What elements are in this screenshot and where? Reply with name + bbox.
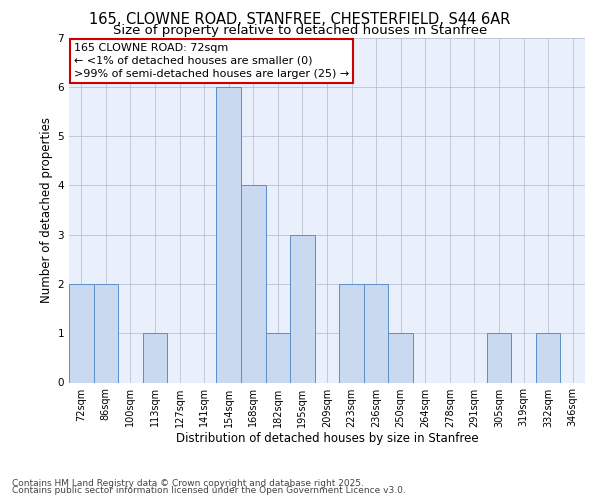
- Bar: [487, 333, 511, 382]
- Y-axis label: Number of detached properties: Number of detached properties: [40, 117, 53, 303]
- Bar: [266, 333, 290, 382]
- Bar: [536, 333, 560, 382]
- Bar: [388, 333, 413, 382]
- Text: Contains HM Land Registry data © Crown copyright and database right 2025.: Contains HM Land Registry data © Crown c…: [12, 478, 364, 488]
- Bar: [69, 284, 94, 382]
- Bar: [241, 186, 266, 382]
- Bar: [290, 234, 315, 382]
- Bar: [339, 284, 364, 382]
- Bar: [364, 284, 388, 382]
- Text: Contains public sector information licensed under the Open Government Licence v3: Contains public sector information licen…: [12, 486, 406, 495]
- Text: 165 CLOWNE ROAD: 72sqm
← <1% of detached houses are smaller (0)
>99% of semi-det: 165 CLOWNE ROAD: 72sqm ← <1% of detached…: [74, 42, 349, 79]
- X-axis label: Distribution of detached houses by size in Stanfree: Distribution of detached houses by size …: [176, 432, 478, 446]
- Bar: [94, 284, 118, 382]
- Bar: [217, 87, 241, 382]
- Text: 165, CLOWNE ROAD, STANFREE, CHESTERFIELD, S44 6AR: 165, CLOWNE ROAD, STANFREE, CHESTERFIELD…: [89, 12, 511, 28]
- Bar: [143, 333, 167, 382]
- Text: Size of property relative to detached houses in Stanfree: Size of property relative to detached ho…: [113, 24, 487, 37]
